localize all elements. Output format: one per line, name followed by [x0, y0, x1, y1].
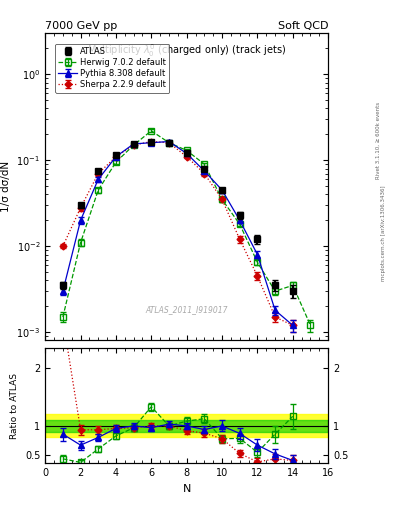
Y-axis label: 1/σ dσ/dN: 1/σ dσ/dN: [1, 161, 11, 212]
Text: Soft QCD: Soft QCD: [278, 20, 328, 31]
Text: Multiplicity $\lambda_{0}^{0}$ (charged only) (track jets): Multiplicity $\lambda_{0}^{0}$ (charged …: [87, 42, 286, 59]
Text: 7000 GeV pp: 7000 GeV pp: [45, 20, 118, 31]
Bar: [45, 414, 328, 437]
Y-axis label: Ratio to ATLAS: Ratio to ATLAS: [10, 373, 19, 439]
X-axis label: N: N: [182, 484, 191, 494]
Bar: [45, 420, 328, 432]
Text: ATLAS_2011_I919017: ATLAS_2011_I919017: [145, 305, 228, 314]
Text: Rivet 3.1.10, ≥ 600k events: Rivet 3.1.10, ≥ 600k events: [376, 102, 380, 179]
Text: mcplots.cern.ch [arXiv:1306.3436]: mcplots.cern.ch [arXiv:1306.3436]: [381, 185, 386, 281]
Legend: ATLAS, Herwig 7.0.2 default, Pythia 8.308 default, Sherpa 2.2.9 default: ATLAS, Herwig 7.0.2 default, Pythia 8.30…: [55, 44, 169, 93]
